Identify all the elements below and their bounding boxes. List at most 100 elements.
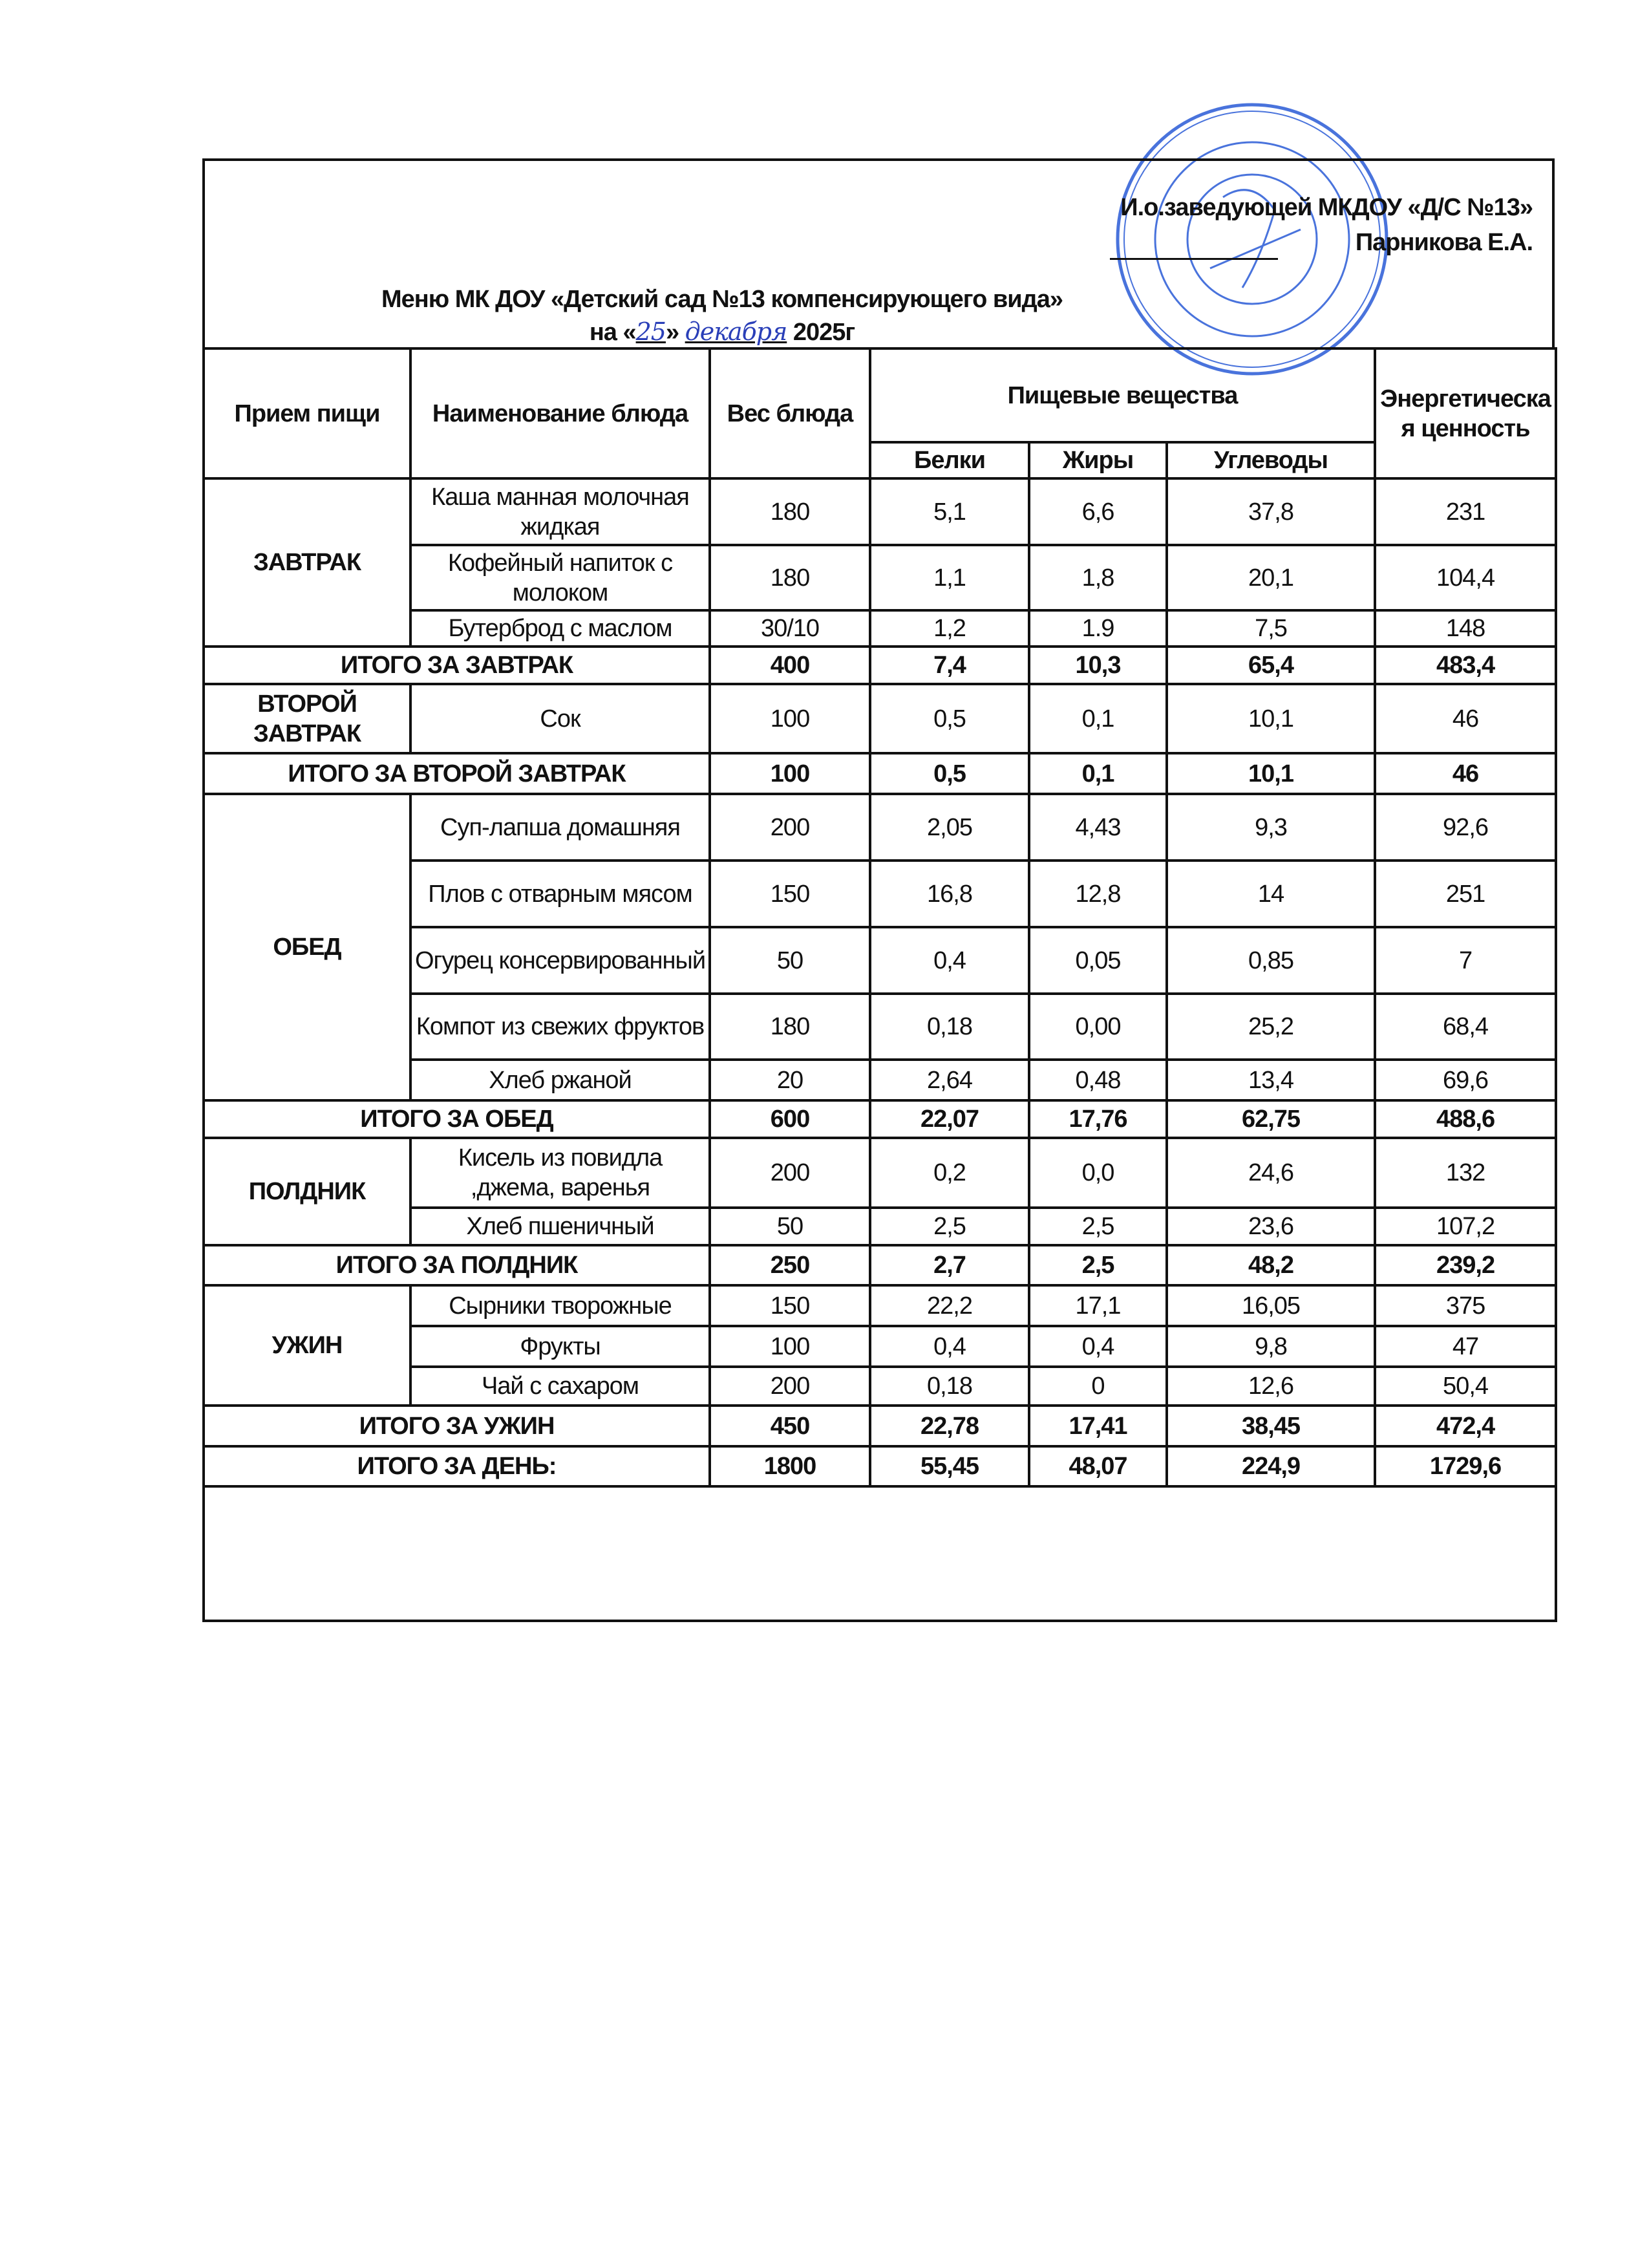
dish-energy: 7 [1374,926,1558,995]
dish-name: Кисель из повидла ,джема, варенья [409,1137,711,1209]
dish-fat: 4,43 [1028,793,1168,862]
dish-protein: 2,64 [869,1058,1030,1102]
approver-name: Парникова Е.А. [1355,229,1533,256]
date-year: 2025г [787,319,855,346]
dish-fat: 1,8 [1028,544,1168,612]
total-protein: 22,78 [869,1404,1030,1448]
total-protein: 2,7 [869,1244,1030,1287]
dish-fat: 2,5 [1028,1206,1168,1246]
total-label: ИТОГО ЗА ВТОРОЙ ЗАВТРАК [202,752,711,795]
col-fat: Жиры [1028,441,1168,480]
meal-total-row: ИТОГО ЗА ЗАВТРАК 400 7,4 10,3 65,4 483,4 [202,645,1558,685]
dish-energy: 104,4 [1374,544,1558,612]
day-total-carbs: 224,9 [1165,1445,1377,1488]
dish-fat: 12,8 [1028,859,1168,928]
total-weight: 100 [708,752,871,795]
dish-weight: 200 [708,793,871,862]
day-total-energy: 1729,6 [1374,1445,1558,1488]
dish-weight: 20 [708,1058,871,1102]
dish-row: Чай с сахаром 200 0,18 0 12,6 50,4 [204,1365,1558,1407]
date-month: декабря [685,317,788,346]
total-carbs: 38,45 [1165,1404,1377,1448]
dish-weight: 30/10 [708,609,871,648]
dish-name: Компот из свежих фруктов [409,992,711,1061]
dish-fat: 0 [1028,1365,1168,1407]
dish-row: ОБЕД Суп-лапша домашняя 200 2,05 4,43 9,3 92,6 [202,793,1558,1102]
total-energy: 46 [1374,752,1558,795]
meal-total-row: ИТОГО ЗА УЖИН 450 22,78 17,41 38,45 472,4 [202,1404,1558,1448]
meal-name: ЗАВТРАК [202,477,412,648]
day-total-weight: 1800 [708,1445,871,1488]
dish-protein: 0,5 [869,683,1030,754]
col-energy: Энергетическая ценность [1374,347,1558,480]
subheader-row: Белки Жиры Углеводы [204,441,1556,480]
dish-fat: 6,6 [1028,477,1168,546]
date-mid: » [665,319,685,346]
total-carbs: 48,2 [1165,1244,1377,1287]
dish-row: ПОЛДНИК Кисель из повидла ,джема, варенья… [202,1137,1558,1246]
dish-carbs: 10,1 [1165,683,1377,754]
total-label: ИТОГО ЗА ЗАВТРАК [202,645,711,685]
dish-carbs: 9,3 [1165,793,1377,862]
dish-name: Хлеб ржаной [409,1058,711,1102]
dish-protein: 0,18 [869,992,1030,1061]
dish-weight: 100 [708,1325,871,1368]
meal-name: ВТОРОЙ ЗАВТРАК [202,683,412,754]
total-weight: 450 [708,1404,871,1448]
dish-protein: 2,05 [869,793,1030,862]
dish-fat: 0,0 [1028,1137,1168,1209]
col-weight: Вес блюда [708,347,871,480]
dish-energy: 92,6 [1374,793,1558,862]
dish-energy: 47 [1374,1325,1558,1368]
total-weight: 400 [708,645,871,685]
dish-row: Хлеб ржаной 20 2,64 0,48 13,4 69,6 [204,1058,1558,1102]
total-weight: 250 [708,1244,871,1287]
total-fat: 10,3 [1028,645,1168,685]
dish-energy: 148 [1374,609,1558,648]
dish-weight: 100 [708,683,871,754]
dish-fat: 0,1 [1028,683,1168,754]
dish-row: Огурец консервированный 50 0,4 0,05 0,85 7 [204,926,1558,995]
total-fat: 2,5 [1028,1244,1168,1287]
menu-date: на «25» декабря 2025г [205,317,1239,347]
meal-name: УЖИН [202,1284,412,1407]
total-weight: 600 [708,1099,871,1139]
dish-carbs: 24,6 [1165,1137,1377,1209]
dish-protein: 5,1 [869,477,1030,546]
dish-name: Чай с сахаром [409,1365,711,1407]
dish-protein: 0,2 [869,1137,1030,1209]
total-energy: 472,4 [1374,1404,1558,1448]
dish-fat: 0,4 [1028,1325,1168,1368]
dish-row: УЖИН Сырники творожные 150 22,2 17,1 16,05 375 [202,1284,1558,1407]
date-day: 25 [635,317,666,346]
dish-protein: 16,8 [869,859,1030,928]
total-protein: 7,4 [869,645,1030,685]
dish-energy: 231 [1374,477,1558,546]
total-protein: 22,07 [869,1099,1030,1139]
total-energy: 239,2 [1374,1244,1558,1287]
dish-carbs: 13,4 [1165,1058,1377,1102]
dish-fat: 0,48 [1028,1058,1168,1102]
total-label: ИТОГО ЗА УЖИН [202,1404,711,1448]
dish-name: Огурец консервированный [409,926,711,995]
col-meal: Прием пищи [202,347,412,480]
total-protein: 0,5 [869,752,1030,795]
col-carbs: Углеводы [1165,441,1377,480]
dish-name: Сырники творожные [409,1284,711,1327]
dish-weight: 200 [708,1137,871,1209]
dish-name: Кофейный напиток с молоком [409,544,711,612]
dish-protein: 22,2 [869,1284,1030,1327]
dish-energy: 69,6 [1374,1058,1558,1102]
dish-fat: 0,00 [1028,992,1168,1061]
dish-energy: 132 [1374,1137,1558,1209]
dish-name: Суп-лапша домашняя [409,793,711,862]
meal-name: ПОЛДНИК [202,1137,412,1246]
dish-name: Плов с отварным мясом [409,859,711,928]
dish-carbs: 25,2 [1165,992,1377,1061]
total-fat: 17,76 [1028,1099,1168,1139]
dish-name: Каша манная молочная жидкая [409,477,711,546]
dish-energy: 251 [1374,859,1558,928]
dish-carbs: 20,1 [1165,544,1377,612]
dish-row: Фрукты 100 0,4 0,4 9,8 47 [204,1325,1558,1368]
col-dish: Наименование блюда [409,347,711,480]
